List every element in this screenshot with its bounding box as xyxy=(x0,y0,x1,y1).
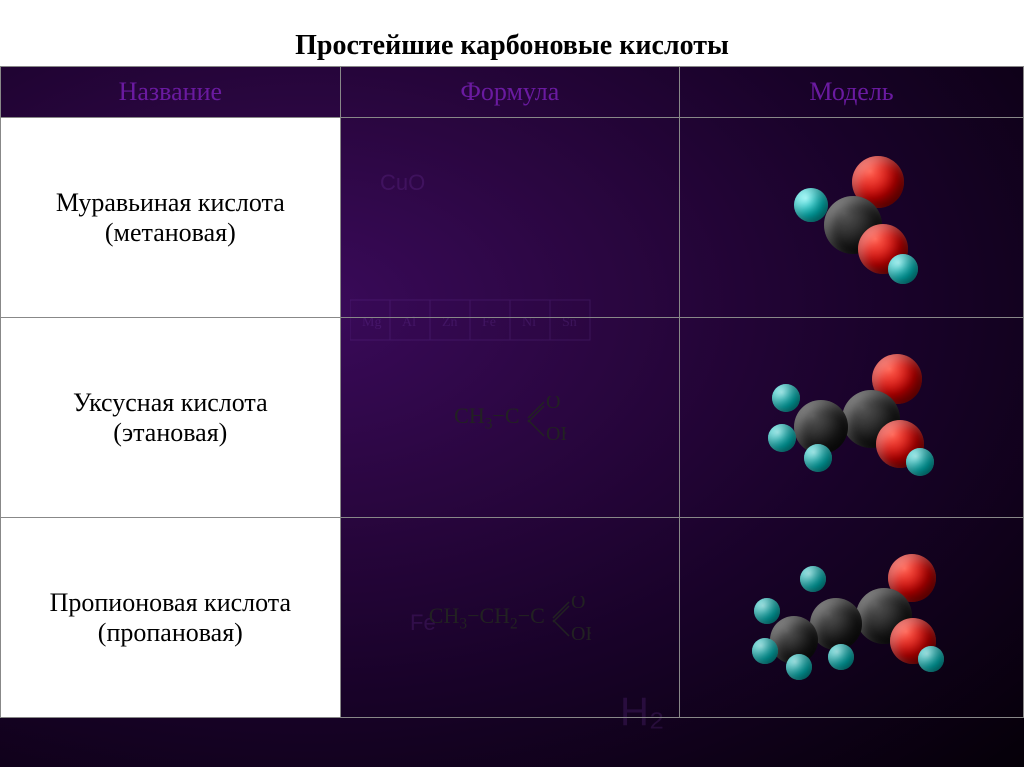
atom-h xyxy=(752,638,778,664)
page-title: Простейшие карбоновые кислоты xyxy=(0,26,1024,66)
col-model: Модель xyxy=(680,67,1024,118)
atom-h xyxy=(794,188,828,222)
formula-cell: CH3−CH2−COOH xyxy=(340,518,679,718)
acids-table: Название Формула Модель Муравьиная кисло… xyxy=(0,66,1024,718)
molecule-model xyxy=(752,338,952,498)
acid-name-line1: Муравьиная кислота xyxy=(1,188,340,218)
col-name: Название xyxy=(1,67,341,118)
molecule-model xyxy=(752,138,952,298)
atom-h xyxy=(888,254,918,284)
formula-cell xyxy=(340,118,679,318)
atom-h xyxy=(800,566,826,592)
structural-formula: CH3−COOH xyxy=(454,396,565,440)
svg-text:O: O xyxy=(571,596,585,613)
svg-text:O: O xyxy=(546,396,560,413)
formula-bond-icon: O OH xyxy=(526,396,566,440)
structural-formula: CH3−CH2−COOH xyxy=(429,596,591,640)
atom-h xyxy=(804,444,832,472)
atom-h xyxy=(918,646,944,672)
acid-name-line1: Уксусная кислота xyxy=(1,388,340,418)
name-cell: Уксусная кислота(этановая) xyxy=(1,318,341,518)
atom-h xyxy=(786,654,812,680)
molecule-model xyxy=(752,538,952,698)
table-row: Пропионовая кислота(пропановая)CH3−CH2−C… xyxy=(1,518,1024,718)
model-cell xyxy=(680,518,1024,718)
atom-h xyxy=(754,598,780,624)
atom-h xyxy=(906,448,934,476)
name-cell: Муравьиная кислота(метановая) xyxy=(1,118,341,318)
formula-cell: CH3−COOH xyxy=(340,318,679,518)
svg-text:OH: OH xyxy=(546,423,566,440)
col-formula: Формула xyxy=(340,67,679,118)
svg-text:OH: OH xyxy=(571,623,591,640)
formula-bond-icon: O OH xyxy=(551,596,591,640)
atom-h xyxy=(768,424,796,452)
atom-h xyxy=(772,384,800,412)
table-row: Уксусная кислота(этановая)CH3−COOH xyxy=(1,318,1024,518)
name-cell: Пропионовая кислота(пропановая) xyxy=(1,518,341,718)
acid-name-line1: Пропионовая кислота xyxy=(1,588,340,618)
acid-name-line2: (этановая) xyxy=(1,418,340,448)
acid-name-line2: (метановая) xyxy=(1,218,340,248)
table-header-row: Название Формула Модель xyxy=(1,67,1024,118)
atom-h xyxy=(828,644,854,670)
model-cell xyxy=(680,118,1024,318)
acid-name-line2: (пропановая) xyxy=(1,618,340,648)
table-row: Муравьиная кислота(метановая) xyxy=(1,118,1024,318)
model-cell xyxy=(680,318,1024,518)
